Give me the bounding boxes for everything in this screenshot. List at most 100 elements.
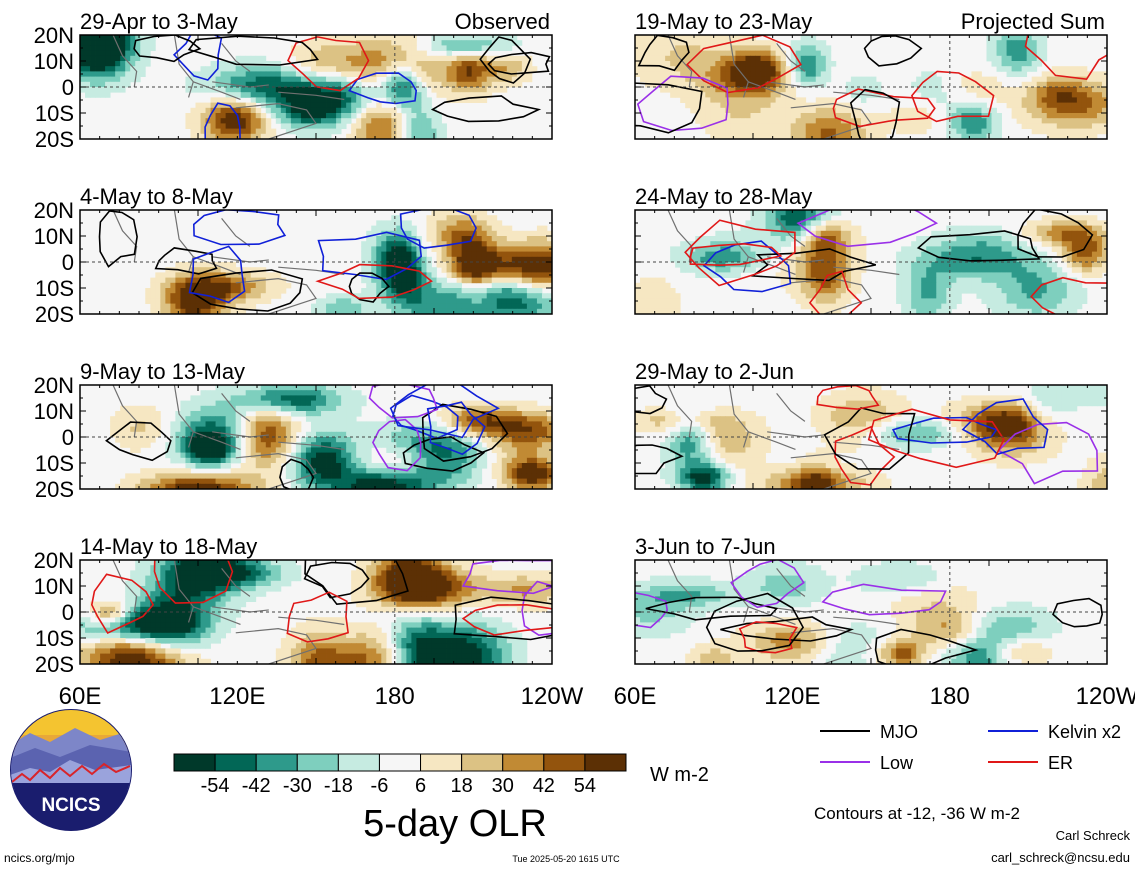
- olr-cell: [371, 478, 377, 485]
- olr-cell: [275, 293, 282, 299]
- olr-cell: [275, 288, 282, 294]
- olr-cell: [481, 246, 488, 252]
- olr-cell: [280, 97, 287, 103]
- olr-cell: [235, 272, 242, 278]
- olr-cell: [396, 570, 402, 576]
- olr-cell: [486, 638, 493, 644]
- olr-cell: [175, 478, 181, 485]
- olr-cell: [451, 55, 457, 62]
- olr-cell: [366, 236, 372, 242]
- olr-cell: [446, 575, 452, 582]
- olr-cell: [376, 220, 382, 226]
- olr-cell: [336, 113, 342, 119]
- olr-cell: [300, 457, 307, 464]
- olr-cell: [486, 251, 493, 258]
- olr-cell: [446, 293, 452, 299]
- olr-cell: [451, 35, 457, 41]
- olr-cell: [486, 303, 493, 310]
- olr-cell: [416, 66, 422, 72]
- olr-cell: [376, 431, 382, 438]
- olr-cell: [305, 483, 312, 489]
- olr-cell: [100, 61, 106, 67]
- olr-cell: [506, 622, 513, 628]
- olr-cell: [526, 463, 533, 469]
- olr-cell: [115, 643, 121, 649]
- olr-cell: [140, 591, 146, 597]
- olr-cell: [506, 45, 513, 51]
- olr-cell: [511, 648, 518, 654]
- olr-cell: [205, 457, 211, 464]
- olr-cell: [270, 293, 277, 299]
- olr-cell: [321, 390, 327, 396]
- olr-cell: [376, 580, 382, 587]
- olr-cell: [436, 66, 442, 72]
- olr-cell: [381, 648, 387, 654]
- olr-cell: [331, 617, 337, 623]
- olr-cell: [300, 468, 307, 474]
- olr-cell: [511, 632, 518, 639]
- olr-cell: [255, 267, 262, 273]
- olr-cell: [376, 463, 382, 469]
- olr-cell: [185, 400, 191, 407]
- olr-cell: [115, 416, 121, 422]
- olr-cell: [230, 277, 237, 284]
- olr-cell: [446, 606, 452, 613]
- olr-cell: [411, 452, 417, 459]
- olr-cell: [436, 303, 442, 310]
- olr-cell: [386, 478, 392, 485]
- olr-cell: [225, 395, 232, 401]
- olr-cell: [180, 612, 186, 618]
- olr-cell: [205, 282, 211, 289]
- olr-cell: [456, 586, 463, 592]
- olr-cell: [456, 236, 463, 242]
- olr-cell: [210, 575, 216, 582]
- olr-cell: [356, 463, 362, 469]
- olr-cell: [341, 71, 347, 77]
- olr-cell: [280, 580, 287, 587]
- olr-cell: [516, 437, 523, 443]
- olr-cell: [391, 298, 397, 304]
- olr-cell: [331, 473, 337, 479]
- olr-cell: [391, 220, 397, 226]
- olr-cell: [295, 622, 302, 628]
- olr-cell: [486, 288, 493, 294]
- olr-cell: [180, 405, 186, 412]
- olr-cell: [305, 658, 312, 664]
- olr-cell: [235, 606, 242, 613]
- olr-cell: [441, 277, 447, 284]
- olr-cell: [446, 565, 452, 571]
- olr-cell: [295, 81, 302, 88]
- olr-cell: [130, 617, 136, 623]
- olr-cell: [526, 71, 533, 77]
- olr-cell: [361, 92, 367, 98]
- olr-cell: [225, 97, 232, 103]
- olr-cell: [416, 638, 422, 644]
- olr-cell: [386, 421, 392, 427]
- olr-cell: [90, 622, 96, 628]
- olr-cell: [516, 575, 523, 582]
- olr-cell: [386, 596, 392, 602]
- olr-cell: [210, 596, 216, 602]
- olr-cell: [371, 50, 377, 57]
- olr-cell: [195, 426, 201, 433]
- olr-cell: [175, 565, 181, 571]
- olr-cell: [336, 437, 342, 443]
- olr-cell: [481, 293, 488, 299]
- olr-cell: [506, 442, 513, 448]
- olr-cell: [260, 87, 267, 93]
- olr-cell: [496, 437, 503, 443]
- olr-cell: [431, 76, 437, 83]
- olr-cell: [406, 638, 412, 644]
- olr-cell: [411, 225, 417, 232]
- olr-cell: [481, 447, 488, 453]
- olr-cell: [135, 421, 141, 427]
- olr-cell: [376, 293, 382, 299]
- olr-cell: [135, 565, 141, 571]
- olr-cell: [441, 55, 447, 62]
- olr-cell: [110, 648, 116, 654]
- olr-cell: [471, 643, 478, 649]
- olr-cell: [170, 591, 176, 597]
- olr-cell: [321, 627, 327, 634]
- olr-cell: [326, 113, 332, 119]
- olr-cell: [456, 473, 463, 479]
